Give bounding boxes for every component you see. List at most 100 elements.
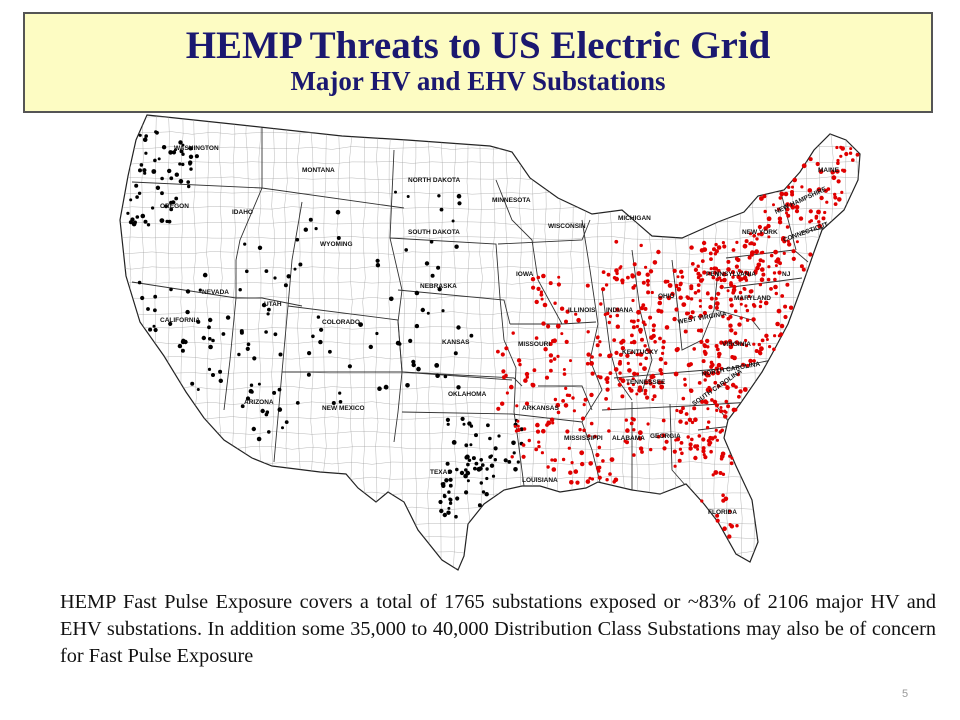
substation-dot-exposed (808, 209, 813, 214)
substation-dot-exposed (534, 336, 539, 340)
substation-dot-exposed (681, 302, 687, 307)
substation-dot-unexposed (207, 367, 212, 371)
substation-dot-exposed (672, 316, 677, 322)
substation-dot-unexposed (153, 294, 158, 299)
substation-dot-unexposed (448, 497, 452, 501)
substation-dot-exposed (643, 392, 647, 396)
substation-dot-exposed (736, 372, 740, 377)
substation-dot-unexposed (264, 330, 268, 334)
non-exposed-substations (126, 130, 524, 519)
substation-dot-exposed (724, 399, 729, 404)
substation-dot-exposed (748, 232, 753, 236)
substation-dot-unexposed (155, 185, 161, 190)
substation-dot-exposed (716, 245, 722, 250)
substation-dot-unexposed (474, 461, 479, 466)
substation-dot-exposed (650, 290, 654, 295)
substation-dot-unexposed (454, 244, 459, 249)
substation-dot-exposed (712, 247, 716, 252)
substation-dot-exposed (563, 403, 569, 408)
substation-dot-unexposed (126, 211, 130, 215)
substation-dot-exposed (652, 394, 657, 399)
substation-dot-exposed (760, 338, 765, 343)
substation-dot-exposed (715, 518, 720, 523)
substation-dot-unexposed (493, 446, 498, 451)
substation-dot-unexposed (273, 276, 277, 280)
substation-dot-exposed (688, 388, 693, 392)
substation-dot-unexposed (318, 339, 323, 345)
substation-dot-exposed (556, 410, 561, 415)
substation-dot-unexposed (466, 479, 470, 483)
substation-dot-exposed (639, 243, 643, 248)
substation-dot-exposed (635, 392, 639, 396)
substation-dot-exposed (593, 434, 597, 439)
substation-dot-exposed (723, 496, 729, 502)
substation-dot-unexposed (519, 427, 524, 432)
substation-dot-exposed (701, 359, 706, 364)
substation-dot-exposed (640, 337, 644, 342)
substation-dot-exposed (696, 289, 701, 293)
substation-dot-unexposed (430, 273, 435, 278)
state-label-iowa: IOWA (516, 271, 534, 278)
substation-dot-exposed (759, 346, 764, 352)
substation-dot-exposed (744, 278, 749, 282)
substation-dot-exposed (555, 402, 561, 408)
substation-dot-exposed (604, 283, 609, 287)
substation-dot-exposed (667, 283, 673, 288)
substation-dot-exposed (502, 375, 506, 380)
substation-dot-exposed (643, 388, 648, 393)
substation-dot-exposed (795, 240, 799, 244)
substation-dot-exposed (638, 362, 643, 366)
substation-dot-exposed (714, 344, 719, 348)
substation-dot-unexposed (447, 469, 453, 474)
substation-dot-unexposed (462, 422, 466, 426)
substation-dot-exposed (767, 265, 771, 269)
substation-dot-exposed (630, 333, 634, 338)
substation-dot-exposed (753, 271, 758, 275)
substation-dot-exposed (638, 446, 644, 451)
substation-dot-exposed (535, 429, 541, 434)
substation-dot-exposed (716, 291, 721, 296)
substation-dot-unexposed (471, 456, 476, 461)
substation-dot-unexposed (257, 382, 261, 386)
substation-dot-exposed (698, 273, 702, 278)
substation-dot-unexposed (316, 315, 321, 319)
substation-dot-unexposed (507, 460, 512, 464)
substation-dot-exposed (816, 209, 821, 215)
substation-dot-unexposed (202, 272, 208, 278)
substation-dot-exposed (849, 147, 853, 151)
substation-dot-exposed (739, 270, 744, 274)
state-label-wyoming: WYOMING (320, 241, 353, 248)
substation-dot-exposed (580, 461, 585, 467)
state-label-pennsylvania: PENNSYLVANIA (706, 271, 756, 278)
substation-dot-exposed (735, 240, 739, 244)
substation-dot-exposed (614, 268, 619, 273)
substation-dot-exposed (772, 347, 776, 352)
substation-dot-exposed (727, 534, 732, 539)
substation-dot-exposed (739, 296, 744, 301)
substation-dot-exposed (626, 382, 630, 386)
substation-dot-unexposed (485, 476, 489, 481)
substation-dot-unexposed (416, 366, 421, 372)
substation-dot-exposed (664, 439, 669, 444)
substation-dot-exposed (518, 362, 522, 367)
substation-dot-exposed (740, 342, 744, 346)
substation-dot-unexposed (245, 396, 251, 401)
substation-dot-unexposed (474, 433, 478, 438)
substation-dot-exposed (597, 445, 602, 450)
exposed-substations (496, 145, 860, 539)
substation-dot-exposed (719, 366, 724, 371)
state-label-colorado: COLORADO (322, 319, 360, 326)
substation-dot-exposed (658, 336, 662, 341)
substation-dot-exposed (687, 417, 693, 422)
substation-dot-unexposed (389, 296, 394, 302)
substation-dot-exposed (683, 377, 687, 381)
substation-dot-exposed (644, 380, 649, 385)
substation-dot-exposed (586, 330, 590, 334)
substation-dot-exposed (739, 302, 743, 306)
state-label-nj: NJ (782, 271, 791, 278)
substation-dot-exposed (785, 225, 790, 229)
substation-dot-exposed (637, 430, 643, 436)
substation-dot-unexposed (143, 219, 148, 224)
substation-dot-exposed (500, 401, 505, 406)
substation-dot-unexposed (138, 168, 142, 173)
